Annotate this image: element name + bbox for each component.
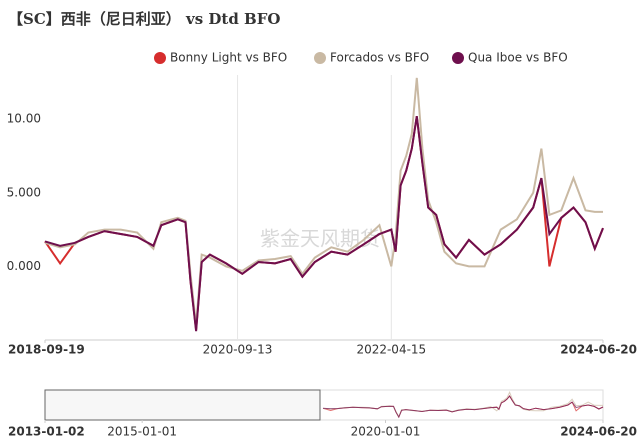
navigator-window[interactable]	[44, 389, 321, 421]
chart-title: 【SC】西非（尼日利亚） vs Dtd BFO	[8, 10, 280, 28]
navigator-line	[322, 395, 604, 419]
x-tick-label: 2018-09-19	[8, 343, 85, 357]
y-tick-label: 5.000	[7, 185, 41, 199]
navigator-tick-label: 2015-01-01	[107, 425, 177, 439]
series-line	[44, 77, 603, 326]
series-line	[44, 116, 604, 332]
watermark: 紫金天风期货	[260, 227, 380, 251]
legend-marker[interactable]	[452, 52, 464, 64]
legend-label[interactable]: Bonny Light vs BFO	[170, 51, 287, 65]
x-tick-label: 2022-04-15	[356, 343, 426, 357]
legend-label[interactable]: Forcados vs BFO	[330, 51, 429, 65]
x-tick-label: 2020-09-13	[203, 343, 273, 357]
y-tick-label: 0.000	[7, 259, 41, 273]
y-tick-label: 10.00	[7, 112, 41, 126]
series-line	[44, 116, 604, 330]
legend-label[interactable]: Qua Iboe vs BFO	[468, 51, 568, 65]
legend-marker[interactable]	[314, 52, 326, 64]
navigator-line	[322, 391, 603, 418]
navigator-tick-label: 2020-01-01	[351, 425, 421, 439]
x-tick-label: 2024-06-20	[560, 343, 637, 357]
navigator-tick-label: 2013-01-02	[8, 425, 85, 439]
legend-marker[interactable]	[154, 52, 166, 64]
navigator-tick-label: 2024-06-20	[560, 425, 637, 439]
